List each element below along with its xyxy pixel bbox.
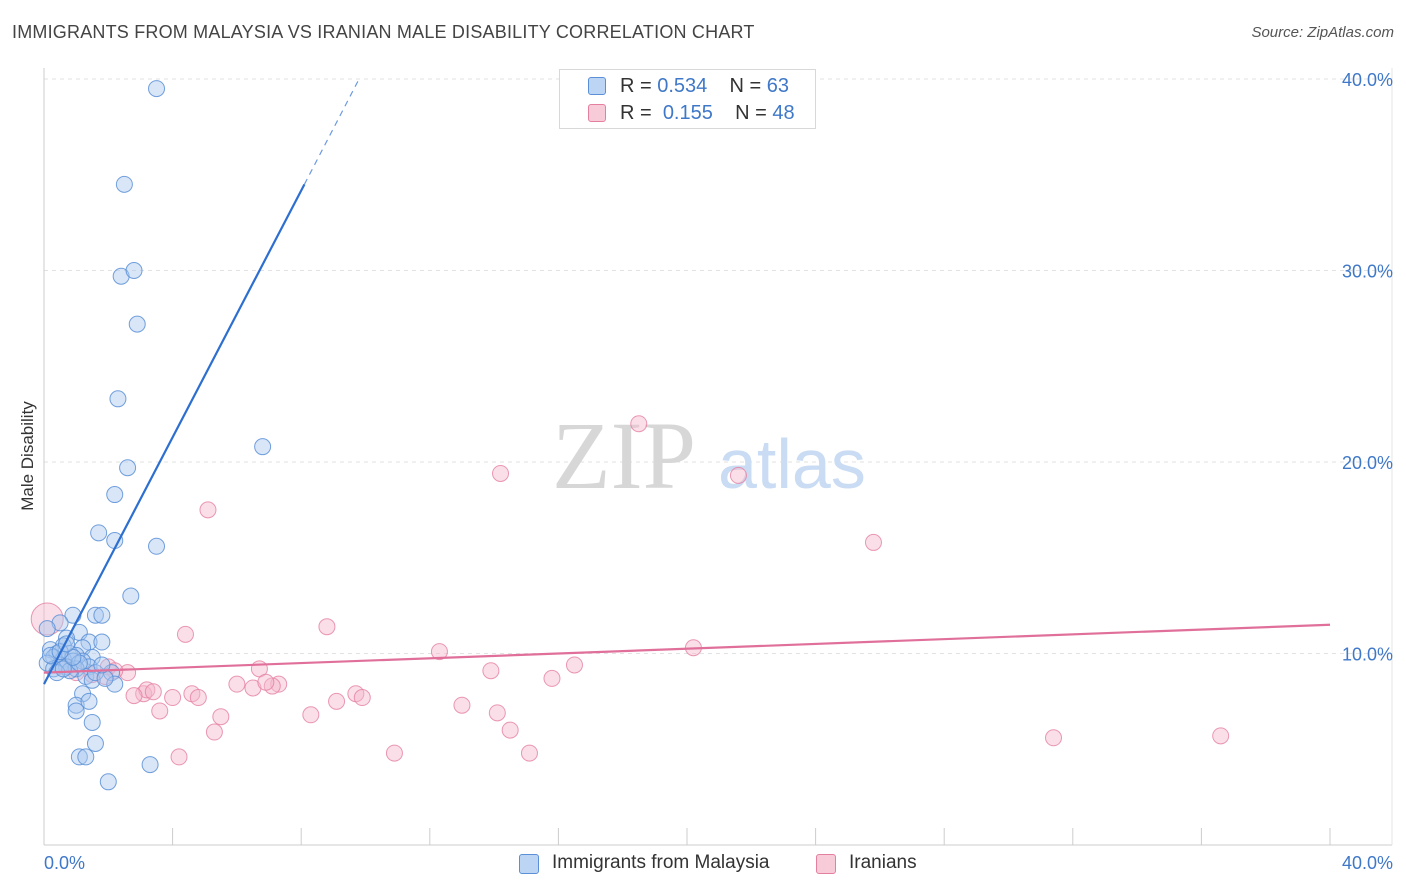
iranians-point xyxy=(729,466,747,484)
watermark-zip: ZIP xyxy=(552,402,696,509)
iranians-point xyxy=(318,618,336,636)
stats-legend: R = 0.534 N = 63 R = 0.155 N = 48 xyxy=(559,69,816,129)
malaysia-point xyxy=(106,486,124,504)
n-value-malaysia: 63 xyxy=(766,75,790,97)
iranians-point xyxy=(1045,729,1063,747)
y-tick-label: 30.0% xyxy=(1342,262,1393,282)
iranians-point xyxy=(385,744,403,762)
malaysia-point xyxy=(67,696,85,714)
malaysia-trend-line xyxy=(43,183,306,685)
malaysia-point xyxy=(254,438,272,456)
iranians-point xyxy=(353,689,371,707)
malaysia-point xyxy=(86,606,104,624)
malaysia-point xyxy=(93,633,111,651)
x-tick-label-min: 0.0% xyxy=(44,853,85,873)
iranians-point xyxy=(199,501,217,519)
malaysia-point xyxy=(115,175,133,193)
n-label: N = xyxy=(735,102,767,124)
iranians-point xyxy=(520,744,538,762)
chart-title: IMMIGRANTS FROM MALAYSIA VS IRANIAN MALE… xyxy=(12,22,755,42)
iranians-point xyxy=(1212,727,1230,745)
iranians-point xyxy=(212,708,230,726)
iranians-point xyxy=(176,625,194,643)
y-tick-label: 40.0% xyxy=(1342,70,1393,90)
malaysia-point xyxy=(109,390,127,408)
iranians-point xyxy=(302,706,320,724)
n-label: N = xyxy=(729,75,762,97)
malaysia-point xyxy=(93,606,111,624)
r-label: R = xyxy=(620,75,652,97)
malaysia-point xyxy=(125,262,143,279)
n-value-iranians: 48 xyxy=(772,102,795,124)
iranians-point xyxy=(501,721,519,739)
iranians-swatch xyxy=(588,104,606,122)
iranians-point xyxy=(170,748,188,766)
iranians-point xyxy=(328,692,346,710)
y-tick-label: 20.0% xyxy=(1342,453,1393,473)
watermark: ZIP atlas xyxy=(552,402,866,509)
iranians-point xyxy=(228,675,246,693)
iranians-point xyxy=(543,669,561,687)
malaysia-point xyxy=(70,748,88,766)
iranians-point xyxy=(144,683,162,701)
malaysia-point xyxy=(83,713,101,731)
malaysia-trend-extension xyxy=(303,78,360,185)
iranians-legend-label: Iranians xyxy=(849,852,917,873)
iranians-point xyxy=(189,689,207,707)
y-axis-label: Male Disability xyxy=(18,401,37,511)
x-tick-label-max: 40.0% xyxy=(1342,853,1393,873)
malaysia-swatch xyxy=(588,77,606,95)
iranians-point xyxy=(430,643,448,661)
iranians-point xyxy=(151,702,169,720)
iranians-point xyxy=(488,704,506,722)
malaysia-legend-swatch xyxy=(519,854,539,874)
iranians-point xyxy=(125,687,143,705)
malaysia-point xyxy=(93,656,111,674)
malaysia-point xyxy=(86,735,104,753)
malaysia-legend-label: Immigrants from Malaysia xyxy=(552,852,770,873)
malaysia-point xyxy=(99,773,117,791)
malaysia-point xyxy=(128,315,146,333)
malaysia-point xyxy=(80,692,98,710)
source-credit: Source: ZipAtlas.com xyxy=(1251,24,1394,41)
iranians-point xyxy=(482,662,500,680)
iranians-point xyxy=(565,656,583,674)
malaysia-point xyxy=(90,524,108,542)
gridlines xyxy=(44,78,1392,654)
r-label: R = xyxy=(620,102,652,124)
iranians-legend-swatch xyxy=(816,854,836,874)
malaysia-point xyxy=(141,756,159,774)
iranians-point xyxy=(164,689,182,707)
trend-lines xyxy=(43,78,1331,685)
malaysia-point xyxy=(106,675,124,693)
r-value-malaysia: 0.534 xyxy=(657,75,708,97)
iranians-point xyxy=(492,464,510,482)
y-tick-labels: 10.0% 20.0% 30.0% 40.0% xyxy=(1342,70,1393,665)
iranians-point xyxy=(630,415,648,433)
iranians-point xyxy=(205,723,223,741)
y-tick-label: 10.0% xyxy=(1342,645,1393,665)
malaysia-point xyxy=(148,537,166,555)
iranians-point xyxy=(257,673,275,691)
iranians-trend-line xyxy=(43,623,1331,674)
malaysia-point xyxy=(77,748,95,766)
malaysia-point xyxy=(67,702,85,720)
iranians-point xyxy=(453,696,471,714)
malaysia-point xyxy=(119,459,137,477)
r-value-iranians: 0.155 xyxy=(662,102,713,124)
iranians-point xyxy=(270,675,288,693)
watermark-atlas: atlas xyxy=(718,425,866,503)
malaysia-point xyxy=(38,620,56,638)
malaysia-point xyxy=(122,587,140,605)
axes xyxy=(43,68,1393,846)
iranians-point xyxy=(864,533,882,551)
malaysia-point xyxy=(148,80,166,98)
